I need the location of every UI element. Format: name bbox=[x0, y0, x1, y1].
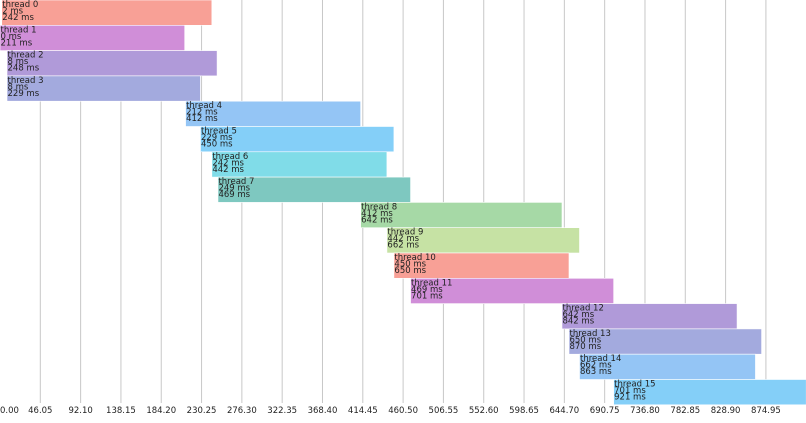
thread-bar bbox=[360, 202, 563, 228]
x-tick-label: 828.90 bbox=[711, 406, 741, 416]
thread-start-label: 469 ms bbox=[411, 285, 443, 295]
thread-start-label: 650 ms bbox=[569, 335, 601, 345]
thread-name: thread 14 bbox=[580, 354, 621, 364]
thread-end-label: 242 ms bbox=[2, 13, 34, 23]
thread-bars bbox=[0, 0, 806, 406]
thread-name: thread 8 bbox=[361, 202, 397, 212]
thread-name: thread 2 bbox=[8, 51, 44, 61]
thread-bar bbox=[410, 277, 614, 304]
thread-bar bbox=[217, 176, 411, 203]
thread-name: thread 15 bbox=[614, 380, 655, 390]
x-tick-label: 92.10 bbox=[68, 406, 92, 416]
x-tick-label: 690.75 bbox=[590, 406, 620, 416]
thread-end-label: 870 ms bbox=[569, 342, 601, 352]
x-tick-label: 460.50 bbox=[388, 406, 418, 416]
thread-start-label: 0 ms bbox=[1, 32, 22, 42]
thread-bar bbox=[6, 50, 218, 77]
thread-name: thread 7 bbox=[218, 177, 254, 187]
x-tick-label: 506.55 bbox=[429, 406, 459, 416]
thread-end-label: 701 ms bbox=[411, 291, 443, 301]
thread-bar bbox=[200, 126, 395, 153]
thread-end-label: 442 ms bbox=[212, 165, 244, 175]
thread-bar bbox=[211, 151, 388, 178]
thread-start-label: 642 ms bbox=[562, 310, 594, 320]
x-tick-label: 230.25 bbox=[187, 406, 217, 416]
thread-start-label: 701 ms bbox=[614, 386, 646, 396]
thread-bar bbox=[185, 100, 361, 127]
x-tick-label: 552.60 bbox=[469, 406, 499, 416]
x-tick-label: 598.65 bbox=[509, 406, 539, 416]
thread-bar bbox=[386, 227, 580, 254]
thread-bar bbox=[568, 328, 762, 355]
thread-start-label: 2 ms bbox=[2, 7, 23, 17]
x-tick-label: 276.30 bbox=[227, 406, 257, 416]
thread-end-label: 662 ms bbox=[387, 241, 419, 251]
thread-name: thread 13 bbox=[569, 329, 610, 339]
x-tick-label: 736.80 bbox=[630, 406, 660, 416]
x-tick-label: 782.85 bbox=[670, 406, 700, 416]
x-tick-label: 322.35 bbox=[267, 406, 297, 416]
thread-end-label: 248 ms bbox=[8, 64, 40, 74]
thread-end-label: 642 ms bbox=[361, 215, 393, 225]
thread-start-label: 412 ms bbox=[361, 209, 393, 219]
thread-end-label: 842 ms bbox=[562, 317, 594, 327]
thread-bar bbox=[6, 75, 201, 102]
thread-name: thread 11 bbox=[411, 278, 452, 288]
thread-start-label: 242 ms bbox=[212, 158, 244, 168]
x-tick-label: 368.40 bbox=[308, 406, 338, 416]
thread-name: thread 10 bbox=[394, 253, 435, 263]
thread-name: thread 1 bbox=[1, 25, 37, 35]
thread-end-label: 229 ms bbox=[8, 89, 40, 99]
thread-start-label: 442 ms bbox=[387, 234, 419, 244]
thread-end-label: 921 ms bbox=[614, 393, 646, 403]
thread-end-label: 863 ms bbox=[580, 367, 612, 377]
x-axis-ticks: 0.00 46.05 92.10 138.15 184.20 230.25 276.30 32… bbox=[0, 406, 781, 416]
thread-start-label: 212 ms bbox=[186, 108, 218, 118]
x-tick-label: 138.15 bbox=[106, 406, 136, 416]
x-tick-label: 874.95 bbox=[751, 406, 781, 416]
thread-end-label: 412 ms bbox=[186, 114, 218, 124]
x-tick-label: 644.70 bbox=[549, 406, 579, 416]
thread-end-label: 650 ms bbox=[394, 266, 426, 276]
thread-start-label: 8 ms bbox=[8, 57, 29, 67]
thread-name: thread 3 bbox=[8, 76, 44, 86]
thread-bar bbox=[613, 379, 806, 406]
thread-start-label: 662 ms bbox=[580, 361, 612, 371]
thread-end-label: 450 ms bbox=[201, 140, 233, 150]
x-tick-label: 414.45 bbox=[348, 406, 378, 416]
thread-bar bbox=[0, 24, 186, 51]
thread-start-label: 450 ms bbox=[394, 260, 426, 270]
thread-name: thread 9 bbox=[387, 228, 423, 238]
thread-end-label: 469 ms bbox=[218, 190, 250, 200]
x-tick-label: 0.00 bbox=[0, 406, 19, 416]
thread-name: thread 6 bbox=[212, 152, 248, 162]
x-tick-label: 184.20 bbox=[146, 406, 176, 416]
thread-name: thread 4 bbox=[186, 101, 222, 111]
thread-start-label: 8 ms bbox=[8, 82, 29, 92]
grid-lines bbox=[39, 0, 767, 403]
thread-start-label: 229 ms bbox=[201, 133, 233, 143]
x-tick-label: 46.05 bbox=[28, 406, 52, 416]
thread-bar bbox=[393, 252, 570, 279]
thread-name: thread 5 bbox=[201, 127, 237, 137]
thread-name: thread 12 bbox=[562, 304, 603, 314]
thread-bar bbox=[579, 353, 756, 380]
thread-name: thread 0 bbox=[2, 0, 38, 10]
thread-end-label: 211 ms bbox=[1, 38, 33, 48]
thread-start-label: 249 ms bbox=[218, 184, 250, 194]
